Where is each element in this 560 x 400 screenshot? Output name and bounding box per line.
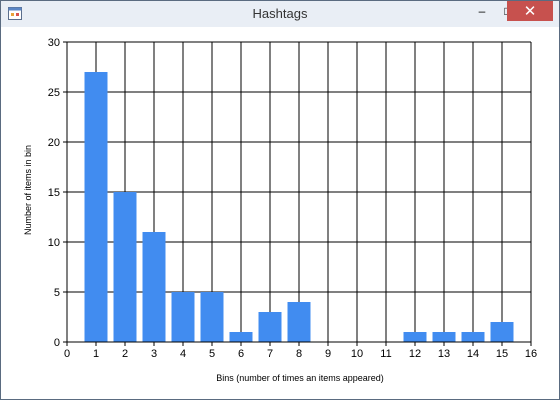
- chart-bars: [84, 72, 514, 342]
- y-tick-label: 0: [54, 337, 60, 349]
- bar: [142, 232, 166, 342]
- bar: [200, 292, 224, 342]
- bar: [403, 332, 427, 342]
- x-tick-label: 2: [122, 348, 128, 360]
- y-tick-label: 15: [48, 187, 60, 199]
- x-tick-label: 11: [380, 348, 391, 360]
- x-tick-label: 4: [180, 348, 186, 360]
- chart-area: 0 1 2 3 4 5 6 7 8 9 10 11 12 13 14 15 16 0 5 10 15 20 25 30 Bin…: [8, 27, 552, 392]
- x-tick-label: 1: [93, 348, 99, 360]
- bar: [432, 332, 456, 342]
- x-tick-label: 6: [238, 348, 244, 360]
- y-axis-label: Number of items in bin: [23, 145, 33, 235]
- app-window-icon: [8, 7, 22, 20]
- y-tick-label: 10: [48, 237, 60, 249]
- bar: [258, 312, 282, 342]
- x-tick-label: 5: [209, 348, 215, 360]
- x-tick-label: 16: [525, 348, 537, 360]
- x-tick-label: 8: [296, 348, 302, 360]
- x-tick-label: 10: [351, 348, 363, 360]
- x-tick-label: 14: [467, 348, 479, 360]
- bar: [461, 332, 485, 342]
- x-tick-label: 9: [325, 348, 331, 360]
- x-tick-label: 13: [438, 348, 450, 360]
- window-title: Hashtags: [252, 6, 308, 21]
- bar: [84, 72, 108, 342]
- chart-grid: [66, 41, 532, 343]
- bar: [113, 192, 137, 342]
- x-tick-label: 12: [409, 348, 421, 360]
- title-bar[interactable]: Hashtags – □ ✕: [1, 1, 559, 27]
- y-tick-label: 5: [54, 287, 60, 299]
- x-tick-label: 15: [496, 348, 508, 360]
- bar: [229, 332, 253, 342]
- y-tick-label: 25: [48, 87, 60, 99]
- close-button[interactable]: ✕: [507, 1, 553, 21]
- minimize-button[interactable]: –: [478, 4, 486, 18]
- y-tick-label: 30: [48, 37, 60, 49]
- bar: [287, 302, 311, 342]
- bar: [490, 322, 514, 342]
- x-tick-label: 7: [267, 348, 273, 360]
- x-tick-label: 3: [151, 348, 157, 360]
- x-tick-label: 0: [64, 348, 70, 360]
- x-axis-label: Bins (number of times an items appeared): [216, 373, 384, 383]
- bar: [171, 292, 195, 342]
- y-tick-label: 20: [48, 137, 60, 149]
